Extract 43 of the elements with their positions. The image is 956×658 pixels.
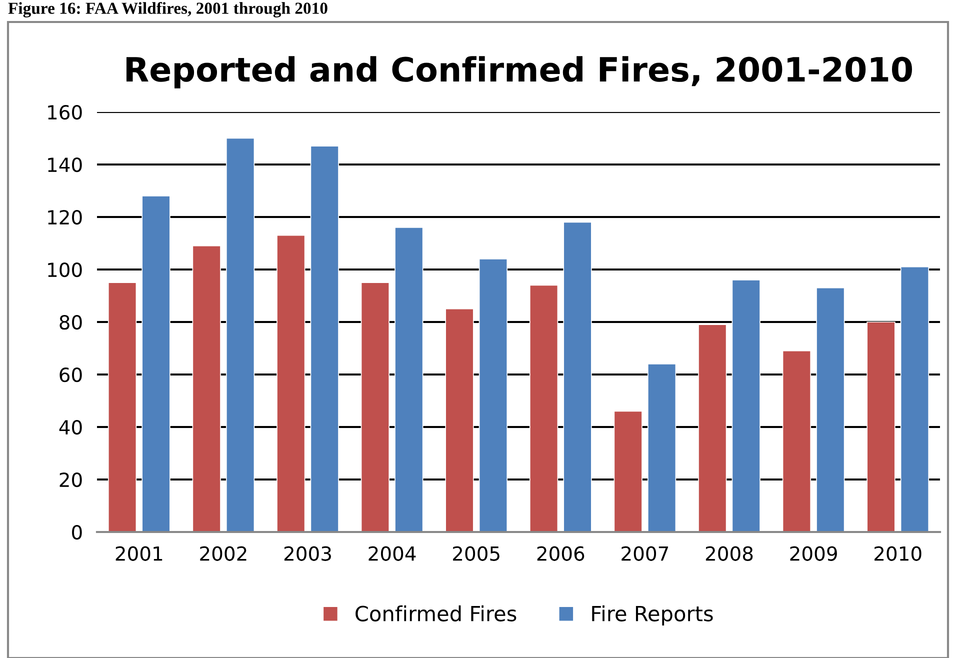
x-tick-label: 2006 [537,546,584,561]
y-tick-label: 40 [59,420,82,435]
bar [529,284,558,532]
y-tick-label: 120 [48,210,82,225]
bar [310,146,339,532]
bar [816,287,845,532]
bar [900,266,930,532]
chart-title: Reported and Confirmed Fires, 2001-2010 [126,56,912,88]
bar [108,282,137,532]
legend-label: Confirmed Fires [356,605,516,622]
y-tick-label: 140 [48,157,82,172]
bar [698,324,727,532]
bar [614,410,642,532]
bar [732,280,760,532]
y-tick-label: 60 [60,367,82,382]
bar [226,138,255,532]
bar [478,258,508,532]
x-tick-label: 2002 [200,546,246,561]
x-tick-label: 2005 [453,546,500,561]
bar [360,282,390,532]
caption: Figure 16: FAA Wildfires, 2001 through 2010 [8,2,328,18]
bar [782,350,812,532]
x-tick-label: 2008 [706,546,753,561]
bar [276,234,306,532]
x-tick-label: 2010 [874,546,922,561]
y-tick-label: 0 [72,524,82,540]
y-tick-label: 160 [48,104,82,120]
x-tick-label: 2007 [622,546,668,561]
bar [563,222,592,532]
bar [394,227,424,532]
y-tick-label: 100 [48,262,82,278]
x-tick-label: 2009 [790,546,837,561]
x-tick-label: 2001 [116,546,162,561]
x-tick-label: 2004 [368,546,416,561]
bar [647,364,676,532]
bar [445,308,474,532]
bar [192,245,221,532]
bar [866,322,896,532]
bar [142,196,170,532]
y-tick-label: 80 [60,314,82,330]
x-tick-label: 2003 [284,546,331,561]
y-tick-label: 20 [60,472,82,488]
legend-label: Fire Reports [592,605,713,626]
